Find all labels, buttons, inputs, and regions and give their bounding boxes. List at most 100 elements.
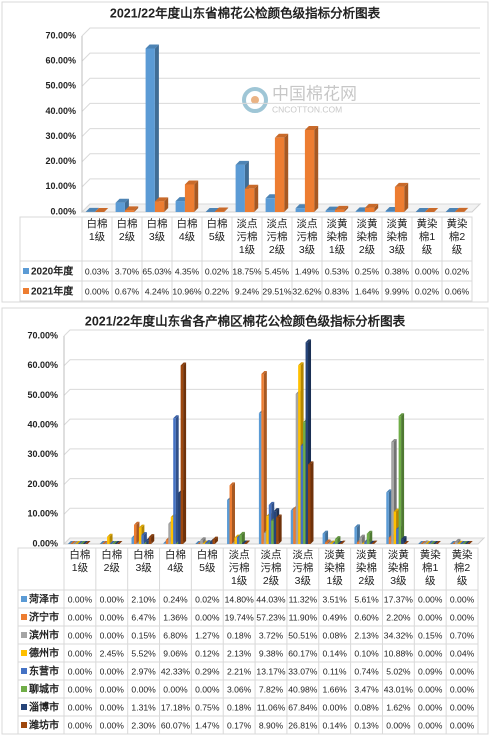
x-tick-label: 白棉 5级 bbox=[207, 217, 228, 243]
watermark-logo bbox=[251, 96, 259, 104]
bar-top bbox=[391, 439, 397, 443]
bar bbox=[276, 517, 279, 544]
bar-side bbox=[284, 133, 289, 212]
bar-top bbox=[462, 541, 468, 544]
table-cell: 17.18% bbox=[161, 702, 191, 712]
table-cell: 60.07% bbox=[161, 720, 191, 730]
table-cell: 0.60% bbox=[354, 612, 379, 622]
y-tick-label: 60.00% bbox=[45, 56, 76, 66]
grid-line bbox=[81, 102, 480, 112]
bar-top bbox=[72, 541, 79, 544]
table-cell: 0.00% bbox=[68, 612, 93, 622]
table-cell: 0.00% bbox=[68, 702, 93, 712]
bar-top bbox=[274, 133, 289, 138]
table-cell: 17.37% bbox=[384, 594, 414, 604]
table-cell: 0.00% bbox=[450, 666, 475, 676]
bar bbox=[325, 542, 328, 544]
table-cell: 1.36% bbox=[163, 612, 188, 622]
x-tick-label: 白棉 3级 bbox=[133, 548, 154, 574]
bar-side bbox=[401, 413, 405, 544]
table-row bbox=[19, 280, 473, 302]
bar bbox=[391, 442, 394, 544]
table-cell: 0.00% bbox=[450, 612, 475, 622]
bar-top bbox=[107, 533, 113, 537]
bar bbox=[396, 529, 399, 544]
bar-side bbox=[457, 538, 461, 544]
table-cell: 0.00% bbox=[418, 702, 443, 712]
bar-top bbox=[273, 508, 280, 512]
bar-top bbox=[459, 541, 466, 544]
bar bbox=[241, 543, 245, 544]
table-cell: 0.00% bbox=[450, 594, 475, 604]
legend-label: 淄博市 bbox=[29, 701, 59, 714]
bar bbox=[145, 48, 155, 212]
chart-title: 2021/22年度山东省棉花公检颜色级指标分析图表 bbox=[110, 5, 381, 20]
bar-top bbox=[445, 207, 459, 212]
y-tick-label: 0.00% bbox=[32, 538, 58, 548]
table-cell: 3.51% bbox=[323, 594, 348, 604]
table-cell: 0.08% bbox=[323, 630, 348, 640]
table-cell: 0.22% bbox=[205, 286, 230, 296]
bar-top bbox=[184, 180, 199, 185]
bar bbox=[388, 537, 392, 544]
bar-top bbox=[239, 531, 245, 535]
table-cell: 10.96% bbox=[172, 286, 202, 296]
bar bbox=[366, 533, 370, 544]
grid-line bbox=[63, 418, 484, 426]
bar-side bbox=[231, 482, 235, 544]
bar-side bbox=[388, 489, 392, 544]
bar bbox=[131, 537, 134, 544]
bar bbox=[293, 508, 296, 544]
bar-top bbox=[200, 537, 206, 541]
bar-top bbox=[70, 541, 76, 544]
bar-top bbox=[261, 370, 267, 374]
legend-label: 2021年度 bbox=[31, 285, 74, 298]
table-cell: 2.20% bbox=[386, 612, 411, 622]
bar-side bbox=[404, 182, 409, 212]
table-cell: 0.11% bbox=[323, 666, 347, 676]
x-tick-label: 淡黄染棉 2级 bbox=[356, 548, 377, 587]
table-cell: 0.00% bbox=[450, 702, 475, 712]
bar bbox=[210, 541, 213, 544]
bar-top bbox=[322, 530, 329, 534]
bar-top bbox=[457, 540, 463, 544]
table-cell: 0.00% bbox=[418, 648, 443, 658]
table-cell: 0.08% bbox=[354, 702, 379, 712]
table-cell: 1.66% bbox=[323, 684, 348, 694]
legend-label: 潍坊市 bbox=[29, 719, 59, 732]
table-cell: 11.32% bbox=[289, 594, 318, 604]
bar-top bbox=[467, 541, 473, 544]
bar bbox=[170, 517, 174, 544]
table-cell: 1.27% bbox=[195, 630, 220, 640]
table-cell: 0.00% bbox=[450, 684, 475, 694]
table-cell: 0.00% bbox=[418, 684, 443, 694]
table-cell: 42.33% bbox=[161, 666, 191, 676]
table-cell: 0.14% bbox=[323, 648, 348, 658]
table-cell: 0.17% bbox=[227, 720, 252, 730]
bar bbox=[290, 510, 294, 544]
bar-side bbox=[369, 530, 373, 544]
table-cell: 0.00% bbox=[418, 594, 443, 604]
table-cell: 0.09% bbox=[418, 666, 443, 676]
table-cell: 11.06% bbox=[257, 702, 286, 712]
bar bbox=[355, 211, 365, 212]
bar-top bbox=[145, 44, 159, 49]
y-tick-label: 20.00% bbox=[45, 156, 76, 166]
bar-top bbox=[85, 541, 91, 544]
table-cell: 8.90% bbox=[259, 720, 284, 730]
bar-top bbox=[138, 524, 145, 528]
table-cell: 0.00% bbox=[68, 630, 93, 640]
table-cell: 32.62% bbox=[292, 286, 322, 296]
table-cell: 40.98% bbox=[288, 684, 318, 694]
table-row bbox=[17, 715, 479, 735]
table-cell: 6.47% bbox=[131, 612, 156, 622]
table-cell: 2.13% bbox=[227, 648, 252, 658]
bar bbox=[178, 492, 181, 544]
table-cell: 0.00% bbox=[415, 266, 440, 276]
legend-label: 聊城市 bbox=[29, 683, 59, 696]
table-cell: 50.51% bbox=[288, 630, 318, 640]
bar-side bbox=[263, 370, 267, 544]
bar-top bbox=[241, 540, 248, 544]
bar-side bbox=[327, 539, 331, 544]
chart-frame bbox=[1, 307, 489, 735]
